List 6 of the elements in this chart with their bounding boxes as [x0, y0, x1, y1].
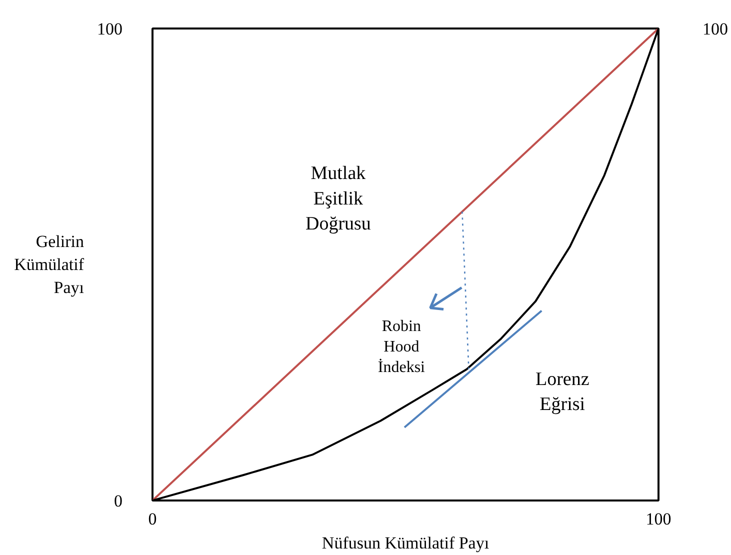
text: 100: [702, 20, 728, 38]
x-axis-title: Nüfusun Kümülatif Payı: [322, 534, 490, 552]
annotation: Robin Hood İndeksi: [378, 318, 426, 376]
y-axis-title: Gelirin Kümülatif Payı: [14, 232, 84, 297]
annotation: Lorenz Eğrisi: [535, 368, 590, 416]
annotation: Mutlak Eşitlik Doğrusu: [305, 163, 372, 235]
